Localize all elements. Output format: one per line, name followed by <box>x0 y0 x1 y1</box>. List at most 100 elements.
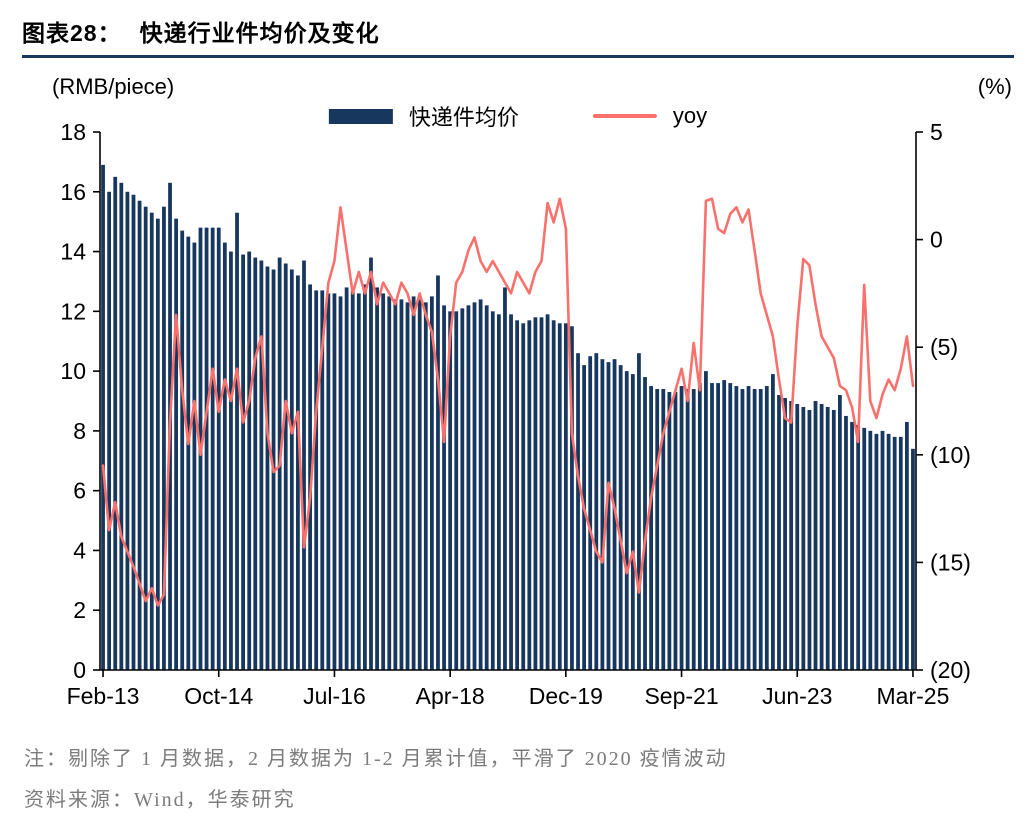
chart-canvas: 0 2 4 6 8 10 12 14 16 18 5 0 (5) (10) (15) (20) Feb-13 Oc… <box>60 119 971 709</box>
price-bar <box>874 433 879 670</box>
price-bar <box>308 284 312 670</box>
left-axis-tick-label: 2 <box>73 597 86 623</box>
figure-title: 图表28： 快递行业件均价及变化 <box>22 14 1014 48</box>
price-bar <box>850 421 854 670</box>
figure-title-text: 快递行业件均价及变化 <box>139 20 380 46</box>
price-bar <box>363 284 367 670</box>
left-axis-tick-label: 8 <box>73 418 86 444</box>
price-bar <box>880 430 885 670</box>
price-bar <box>466 305 471 670</box>
figure-number-label: 图表28： <box>22 20 122 46</box>
price-bar <box>296 275 300 670</box>
price-bar <box>898 436 903 670</box>
price-bar <box>588 356 593 670</box>
price-bar <box>186 236 191 671</box>
legend-bar-label: 快递件均价 <box>408 105 519 130</box>
bar-series <box>101 164 915 671</box>
price-bar <box>563 323 568 670</box>
legend-line-swatch <box>592 114 657 118</box>
price-bar <box>533 317 538 670</box>
price-bar <box>892 436 897 670</box>
left-axis-unit-label: (RMB/piece) <box>52 74 175 99</box>
price-bar <box>704 371 708 670</box>
price-bar <box>886 433 891 670</box>
price-bar <box>697 383 702 670</box>
price-bar <box>630 374 635 670</box>
price-bar <box>545 314 550 670</box>
price-bar <box>734 386 739 670</box>
price-bar <box>655 389 660 670</box>
price-bar <box>527 320 532 670</box>
price-bar <box>582 365 587 670</box>
price-bar <box>350 290 355 670</box>
right-axis-tick-label: (20) <box>930 657 971 683</box>
price-bar <box>113 176 118 670</box>
price-bar <box>454 311 459 670</box>
price-bar <box>649 386 653 670</box>
price-bar <box>180 230 185 670</box>
price-bar <box>722 380 727 670</box>
price-bar <box>746 386 751 670</box>
price-bar <box>155 218 160 670</box>
price-bar <box>685 389 690 670</box>
price-bar <box>125 191 130 670</box>
price-bar <box>448 311 453 670</box>
price-bar <box>618 365 623 670</box>
price-bar <box>752 389 757 670</box>
price-bar <box>643 377 647 670</box>
price-bar <box>758 389 763 670</box>
price-bar <box>265 266 270 670</box>
left-axis-tick-label: 18 <box>60 119 86 145</box>
price-bar <box>429 296 434 670</box>
price-bar <box>813 401 818 670</box>
price-bar <box>661 389 666 670</box>
left-axis-tick-label: 14 <box>60 239 86 265</box>
price-bar <box>570 326 574 670</box>
price-bar <box>594 353 599 670</box>
price-bar <box>405 302 410 670</box>
price-bar <box>314 290 319 670</box>
price-bar <box>478 299 483 670</box>
price-bar <box>216 227 221 670</box>
x-axis-tick-label: Oct-14 <box>184 683 253 709</box>
price-bar <box>302 260 306 670</box>
price-bar <box>472 302 477 670</box>
price-bar <box>393 299 398 670</box>
price-bar <box>192 242 197 670</box>
price-bar <box>789 401 794 670</box>
price-bar <box>399 299 404 670</box>
price-bar <box>783 398 787 670</box>
left-axis-tick-label: 16 <box>60 179 86 205</box>
right-axis-unit-label: (%) <box>977 74 1012 99</box>
right-axis-tick-label: 0 <box>930 227 943 253</box>
price-bar <box>241 254 245 671</box>
x-axis-tick-label: Dec-19 <box>529 683 603 709</box>
price-bar <box>679 386 684 670</box>
price-bar <box>606 362 611 670</box>
price-bar <box>411 296 416 670</box>
price-bar <box>235 212 239 670</box>
price-bar <box>667 392 672 670</box>
price-bar <box>253 257 258 670</box>
price-bar <box>831 409 836 670</box>
x-axis-tick-label: Sep-21 <box>644 683 718 709</box>
price-bar <box>819 403 824 670</box>
left-axis-tick-label: 12 <box>60 298 86 324</box>
price-bar <box>229 251 233 670</box>
price-bar <box>222 242 227 670</box>
price-bar <box>503 287 507 670</box>
price-bar <box>484 305 489 670</box>
price-bar <box>460 308 465 670</box>
x-axis-tick-label: Jun-23 <box>762 683 832 709</box>
legend-item-bar: 快递件均价 <box>328 100 519 132</box>
price-bar <box>551 320 556 670</box>
price-bar <box>119 182 124 670</box>
price-bar <box>801 406 806 670</box>
left-axis-tick-label: 10 <box>60 358 86 384</box>
chart-legend: 快递件均价 yoy <box>328 100 707 132</box>
right-axis-tick-label: (10) <box>930 442 971 468</box>
price-bar <box>600 359 605 670</box>
price-bar <box>107 191 112 670</box>
price-bar <box>490 311 495 670</box>
price-bar <box>387 296 392 670</box>
